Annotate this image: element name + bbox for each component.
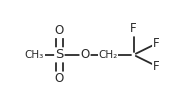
Text: O: O bbox=[55, 24, 64, 37]
Text: CH₂: CH₂ bbox=[98, 50, 117, 60]
Text: O: O bbox=[80, 48, 90, 61]
Text: S: S bbox=[55, 48, 63, 61]
Text: CH₃: CH₃ bbox=[25, 50, 44, 60]
Text: O: O bbox=[55, 72, 64, 85]
Text: F: F bbox=[153, 60, 160, 73]
Text: F: F bbox=[130, 23, 137, 36]
Text: F: F bbox=[153, 37, 160, 50]
